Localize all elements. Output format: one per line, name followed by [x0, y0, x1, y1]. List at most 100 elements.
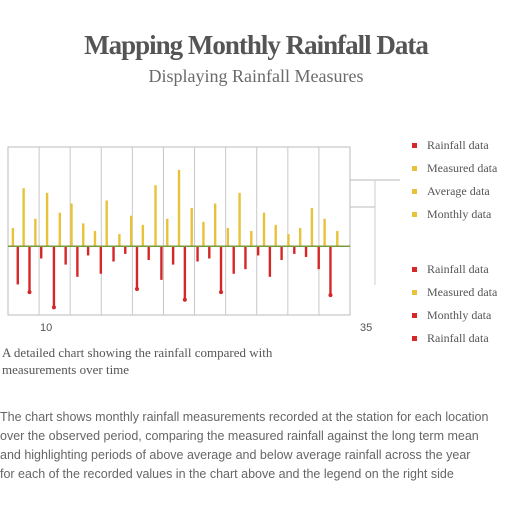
bar — [213, 203, 217, 247]
bar — [190, 208, 193, 247]
bar — [93, 231, 97, 247]
bar — [323, 218, 326, 247]
bar — [82, 223, 85, 247]
bar-endpoint — [27, 290, 32, 295]
bar — [304, 246, 308, 257]
bar-endpoint — [182, 297, 187, 302]
paragraph-line: The chart shows monthly rainfall measure… — [0, 410, 489, 424]
legend-label: Measured data — [427, 285, 498, 299]
legend-swatch — [412, 189, 417, 194]
bar — [219, 246, 223, 293]
bar — [129, 215, 133, 247]
bar — [45, 192, 49, 247]
x-tick-label: 10 — [40, 322, 52, 334]
legend-label: Average data — [427, 184, 490, 198]
bar — [336, 231, 339, 247]
paragraph-line: for each of the recorded values in the c… — [0, 467, 454, 481]
bar — [99, 246, 103, 274]
bar — [52, 246, 56, 308]
bar — [293, 246, 296, 254]
rainfall-bar-chart: 10 35 — [7, 146, 400, 334]
bar — [244, 246, 247, 270]
bar — [76, 246, 79, 277]
bar — [64, 246, 67, 265]
legend-label: Rainfall data — [427, 138, 489, 152]
legend-label: Measured data — [427, 161, 498, 175]
bar — [287, 234, 290, 247]
description-paragraph: The chart shows monthly rainfall measure… — [0, 408, 512, 484]
bar — [147, 246, 150, 261]
legend-label: Rainfall data — [427, 262, 489, 276]
bar — [11, 227, 15, 247]
bar — [183, 246, 187, 300]
bar — [280, 246, 283, 261]
x-tick-label: 35 — [360, 322, 372, 334]
bar — [208, 246, 211, 259]
bar — [105, 200, 108, 247]
legend-bottom: Rainfall data Measured data Monthly data… — [412, 258, 497, 350]
legend-label: Monthly data — [427, 207, 492, 221]
bar-endpoint — [219, 290, 224, 295]
paragraph-line: over the observed period, comparing the … — [0, 429, 479, 443]
bar — [86, 246, 90, 256]
legend-top: Rainfall data Measured data Average data… — [412, 134, 497, 226]
legend-item: Measured data — [412, 281, 497, 304]
bar — [124, 246, 127, 254]
legend-item: Rainfall data — [412, 258, 497, 281]
legend-item: Rainfall data — [412, 327, 497, 350]
caption-line: measurements over time — [2, 362, 130, 377]
bar — [268, 246, 272, 277]
bar — [166, 218, 169, 247]
bar — [329, 246, 332, 296]
plot-frame — [7, 146, 351, 316]
legend-item: Monthly data — [412, 304, 497, 327]
legend-label: Rainfall data — [427, 331, 489, 345]
legend-item: Measured data — [412, 157, 497, 180]
chart-subtitle: Displaying Rainfall Measures — [148, 66, 364, 86]
legend-swatch — [412, 143, 417, 148]
paragraph-line: and highlighting periods of above averag… — [0, 448, 471, 462]
bar — [22, 188, 25, 247]
legend-label: Monthly data — [427, 308, 492, 322]
legend-swatch — [412, 336, 417, 341]
bar — [226, 227, 230, 247]
bar — [118, 234, 121, 247]
chart-caption: A detailed chart showing the rainfall co… — [2, 344, 372, 378]
bar — [34, 218, 37, 247]
bar-endpoint — [328, 293, 333, 298]
bar — [112, 246, 115, 262]
legend-swatch — [412, 166, 417, 171]
bar — [160, 246, 163, 280]
bar — [70, 203, 73, 247]
bar — [250, 231, 253, 247]
legend-swatch — [412, 267, 417, 272]
caption-line: A detailed chart showing the rainfall co… — [2, 345, 273, 360]
bar — [298, 227, 302, 247]
bar — [141, 224, 145, 247]
legend-swatch — [412, 313, 417, 318]
bar — [317, 246, 320, 270]
bar — [177, 169, 181, 247]
legend-item: Rainfall data — [412, 134, 497, 157]
bar — [202, 221, 205, 247]
bar — [232, 246, 235, 274]
bar — [262, 212, 266, 247]
bar — [238, 192, 241, 247]
bar — [58, 212, 61, 247]
bar — [16, 246, 19, 285]
bar-endpoint — [134, 287, 139, 292]
legend-swatch — [412, 290, 417, 295]
bar — [28, 246, 31, 293]
bar — [196, 246, 199, 262]
bar — [256, 246, 260, 256]
chart-title: Mapping Monthly Rainfall Data — [84, 30, 429, 60]
legend-item: Average data — [412, 180, 497, 203]
bar — [171, 246, 175, 265]
legend-item: Monthly data — [412, 203, 497, 226]
legend-swatch — [412, 212, 417, 217]
bar — [40, 246, 43, 259]
bar-endpoint — [51, 305, 56, 310]
bar — [154, 185, 157, 247]
bar — [135, 246, 139, 290]
bar — [274, 224, 277, 247]
